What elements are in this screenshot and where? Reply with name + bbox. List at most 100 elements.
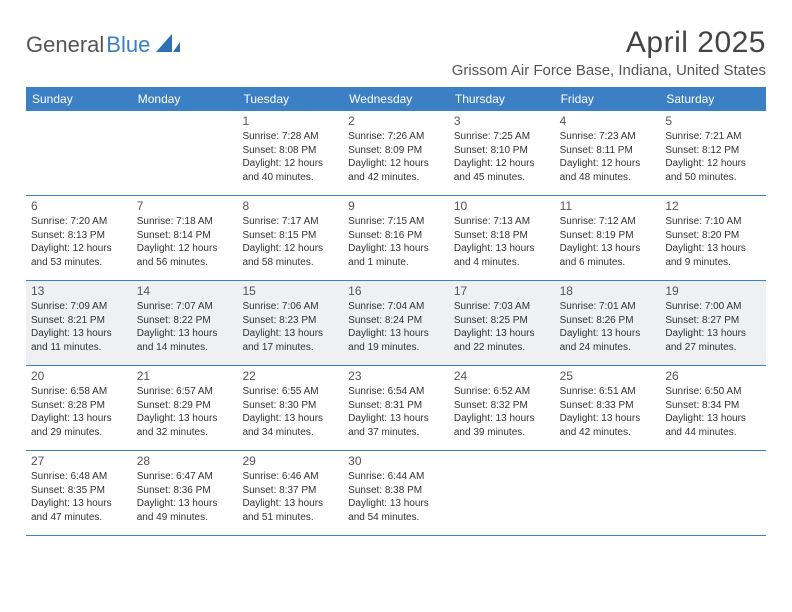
sunset-text: Sunset: 8:34 PM <box>665 399 761 413</box>
sunset-text: Sunset: 8:18 PM <box>454 229 550 243</box>
daylight-text: Daylight: 13 hours <box>454 327 550 341</box>
calendar-day-cell <box>555 451 661 535</box>
day-number: 29 <box>242 454 338 468</box>
day-number: 11 <box>560 199 656 213</box>
sunset-text: Sunset: 8:31 PM <box>348 399 444 413</box>
daylight-text: and 45 minutes. <box>454 171 550 185</box>
calendar-day-cell: 3 Sunrise: 7:25 AMSunset: 8:10 PMDaylight… <box>449 111 555 195</box>
daylight-text: Daylight: 13 hours <box>348 242 444 256</box>
sunrise-text: Sunrise: 7:10 AM <box>665 215 761 229</box>
day-details: Sunrise: 7:20 AMSunset: 8:13 PMDaylight:… <box>31 215 127 269</box>
calendar-day-cell: 15Sunrise: 7:06 AMSunset: 8:23 PMDayligh… <box>237 281 343 365</box>
sunset-text: Sunset: 8:35 PM <box>31 484 127 498</box>
calendar-day-cell: 7Sunrise: 7:18 AMSunset: 8:14 PMDaylight… <box>132 196 238 280</box>
day-number: 26 <box>665 369 761 383</box>
day-details: Sunrise: 6:48 AMSunset: 8:35 PMDaylight:… <box>31 470 127 524</box>
calendar-day-cell <box>132 111 238 195</box>
calendar-day-cell <box>26 111 132 195</box>
daylight-text: Daylight: 13 hours <box>31 327 127 341</box>
sunset-text: Sunset: 8:32 PM <box>454 399 550 413</box>
day-number: 8 <box>242 199 338 213</box>
sunrise-text: Sunrise: 7:20 AM <box>31 215 127 229</box>
sunset-text: Sunset: 8:30 PM <box>242 399 338 413</box>
calendar-day-cell: 13Sunrise: 7:09 AMSunset: 8:21 PMDayligh… <box>26 281 132 365</box>
daylight-text: Daylight: 13 hours <box>665 242 761 256</box>
sunset-text: Sunset: 8:15 PM <box>242 229 338 243</box>
location-subtitle: Grissom Air Force Base, Indiana, United … <box>452 62 766 79</box>
sunset-text: Sunset: 8:14 PM <box>137 229 233 243</box>
header: GeneralBlue April 2025 Grissom Air Force… <box>26 26 766 79</box>
day-details: Sunrise: 6:58 AMSunset: 8:28 PMDaylight:… <box>31 385 127 439</box>
day-details: Sunrise: 7:01 AMSunset: 8:26 PMDaylight:… <box>560 300 656 354</box>
calendar-day-cell <box>660 451 766 535</box>
sunrise-text: Sunrise: 6:52 AM <box>454 385 550 399</box>
sunrise-text: Sunrise: 7:03 AM <box>454 300 550 314</box>
day-details: Sunrise: 7:25 AMSunset: 8:10 PMDaylight:… <box>454 130 550 184</box>
daylight-text: and 51 minutes. <box>242 511 338 525</box>
day-number: 22 <box>242 369 338 383</box>
sunset-text: Sunset: 8:13 PM <box>31 229 127 243</box>
day-details: Sunrise: 7:12 AMSunset: 8:19 PMDaylight:… <box>560 215 656 269</box>
sunset-text: Sunset: 8:24 PM <box>348 314 444 328</box>
sunset-text: Sunset: 8:10 PM <box>454 144 550 158</box>
day-details: Sunrise: 6:50 AMSunset: 8:34 PMDaylight:… <box>665 385 761 439</box>
day-number: 15 <box>242 284 338 298</box>
day-number: 30 <box>348 454 444 468</box>
daylight-text: and 42 minutes. <box>348 171 444 185</box>
sunset-text: Sunset: 8:08 PM <box>242 144 338 158</box>
day-details: Sunrise: 6:52 AMSunset: 8:32 PMDaylight:… <box>454 385 550 439</box>
calendar-day-cell: 30Sunrise: 6:44 AMSunset: 8:38 PMDayligh… <box>343 451 449 535</box>
calendar-day-cell: 5Sunrise: 7:21 AMSunset: 8:12 PMDaylight… <box>660 111 766 195</box>
sunrise-text: Sunrise: 7:13 AM <box>454 215 550 229</box>
calendar-day-cell: 2Sunrise: 7:26 AMSunset: 8:09 PMDaylight… <box>343 111 449 195</box>
daylight-text: and 9 minutes. <box>665 256 761 270</box>
sunrise-text: Sunrise: 6:48 AM <box>31 470 127 484</box>
day-number: 5 <box>665 114 761 128</box>
day-number: 18 <box>560 284 656 298</box>
sunrise-text: Sunrise: 6:44 AM <box>348 470 444 484</box>
sunset-text: Sunset: 8:22 PM <box>137 314 233 328</box>
day-number: 27 <box>31 454 127 468</box>
sunrise-text: Sunrise: 6:54 AM <box>348 385 444 399</box>
sunrise-text: Sunrise: 7:06 AM <box>242 300 338 314</box>
daylight-text: and 37 minutes. <box>348 426 444 440</box>
day-number: 17 <box>454 284 550 298</box>
daylight-text: Daylight: 12 hours <box>242 157 338 171</box>
daylight-text: and 27 minutes. <box>665 341 761 355</box>
sunset-text: Sunset: 8:25 PM <box>454 314 550 328</box>
daylight-text: Daylight: 13 hours <box>137 497 233 511</box>
title-block: April 2025 Grissom Air Force Base, India… <box>452 26 766 79</box>
weekday-header: Thursday <box>449 87 555 111</box>
calendar-day-cell: 11 Sunrise: 7:12 AMSunset: 8:19 PMDayligh… <box>555 196 661 280</box>
day-details: Sunrise: 6:54 AMSunset: 8:31 PMDaylight:… <box>348 385 444 439</box>
daylight-text: and 50 minutes. <box>665 171 761 185</box>
weekday-header: Tuesday <box>237 87 343 111</box>
calendar-day-cell: 1Sunrise: 7:28 AMSunset: 8:08 PMDaylight… <box>237 111 343 195</box>
daylight-text: and 48 minutes. <box>560 171 656 185</box>
sunset-text: Sunset: 8:26 PM <box>560 314 656 328</box>
daylight-text: Daylight: 12 hours <box>137 242 233 256</box>
daylight-text: Daylight: 13 hours <box>348 497 444 511</box>
day-number: 3 <box>454 114 550 128</box>
sunrise-text: Sunrise: 7:01 AM <box>560 300 656 314</box>
daylight-text: and 11 minutes. <box>31 341 127 355</box>
sunrise-text: Sunrise: 6:57 AM <box>137 385 233 399</box>
daylight-text: and 17 minutes. <box>242 341 338 355</box>
calendar-day-cell: 8 Sunrise: 7:17 AMSunset: 8:15 PMDaylight… <box>237 196 343 280</box>
daylight-text: and 1 minute. <box>348 256 444 270</box>
daylight-text: Daylight: 13 hours <box>242 412 338 426</box>
sunrise-text: Sunrise: 7:00 AM <box>665 300 761 314</box>
calendar-day-cell: 19Sunrise: 7:00 AMSunset: 8:27 PMDayligh… <box>660 281 766 365</box>
daylight-text: and 53 minutes. <box>31 256 127 270</box>
calendar-day-cell: 24Sunrise: 6:52 AMSunset: 8:32 PMDayligh… <box>449 366 555 450</box>
sunset-text: Sunset: 8:11 PM <box>560 144 656 158</box>
calendar: Sunday Monday Tuesday Wednesday Thursday… <box>26 87 766 536</box>
sunset-text: Sunset: 8:29 PM <box>137 399 233 413</box>
daylight-text: Daylight: 13 hours <box>560 242 656 256</box>
weeks-container: 1Sunrise: 7:28 AMSunset: 8:08 PMDaylight… <box>26 111 766 536</box>
day-details: Sunrise: 7:07 AMSunset: 8:22 PMDaylight:… <box>137 300 233 354</box>
day-details: Sunrise: 7:17 AMSunset: 8:15 PMDaylight:… <box>242 215 338 269</box>
daylight-text: Daylight: 12 hours <box>454 157 550 171</box>
daylight-text: Daylight: 13 hours <box>560 327 656 341</box>
daylight-text: and 22 minutes. <box>454 341 550 355</box>
